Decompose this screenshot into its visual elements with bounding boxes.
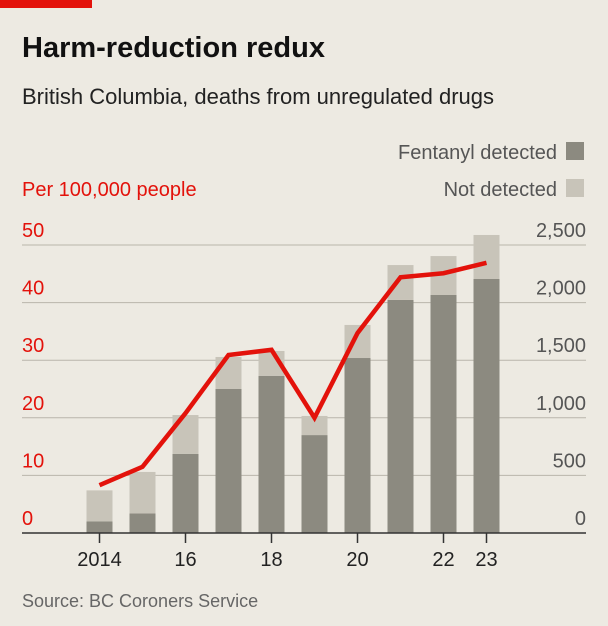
bar-segment xyxy=(172,415,199,454)
bar-segment xyxy=(86,490,113,522)
line-series xyxy=(98,260,488,488)
y2-tick-label: 2,500 xyxy=(536,220,586,242)
bar-segment xyxy=(344,358,371,533)
y-axis-label: Per 100,000 people xyxy=(22,179,197,201)
x-tick-label: 2014 xyxy=(77,549,122,571)
bar-segment xyxy=(430,294,457,533)
y2-tick-label: 1,500 xyxy=(536,335,586,357)
y2-tick-label: 500 xyxy=(553,450,586,472)
y2-tick-label: 0 xyxy=(575,508,586,530)
y-tick-label: 20 xyxy=(22,393,44,415)
legend-label: Not detected xyxy=(444,179,557,201)
legend-swatch xyxy=(566,142,584,160)
x-tick-label: 18 xyxy=(260,549,282,571)
legend-label: Fentanyl detected xyxy=(398,142,557,164)
bar-segment xyxy=(172,453,199,533)
bar-segment xyxy=(86,521,113,533)
x-tick-label: 22 xyxy=(432,549,454,571)
y-tick-label: 50 xyxy=(22,220,44,242)
bar-segment xyxy=(301,435,328,533)
bar-segment xyxy=(215,356,242,389)
bar-segment xyxy=(129,513,156,533)
bar-segment xyxy=(301,415,328,436)
y-tick-label: 10 xyxy=(22,450,44,472)
bar-segment xyxy=(215,389,242,533)
y2-tick-label: 2,000 xyxy=(536,278,586,300)
legend-swatch xyxy=(566,179,584,197)
x-tick-label: 16 xyxy=(174,549,196,571)
bar-segment xyxy=(387,265,414,300)
x-tick-label: 20 xyxy=(346,549,368,571)
bar-segment xyxy=(387,299,414,533)
bar-segment xyxy=(258,375,285,533)
y-tick-label: 40 xyxy=(22,278,44,300)
chart-subtitle: British Columbia, deaths from unregulate… xyxy=(22,84,494,109)
bar-segment xyxy=(129,471,156,514)
bar-segment xyxy=(473,278,500,533)
source: Source: BC Coroners Service xyxy=(22,591,258,611)
y-tick-label: 30 xyxy=(22,335,44,357)
brand-bar xyxy=(0,0,92,8)
y-tick-label: 0 xyxy=(22,508,33,530)
y2-tick-label: 1,000 xyxy=(536,393,586,415)
x-tick-label: 23 xyxy=(475,549,497,571)
bar-segment xyxy=(473,234,500,279)
chart-title: Harm-reduction redux xyxy=(22,32,325,64)
